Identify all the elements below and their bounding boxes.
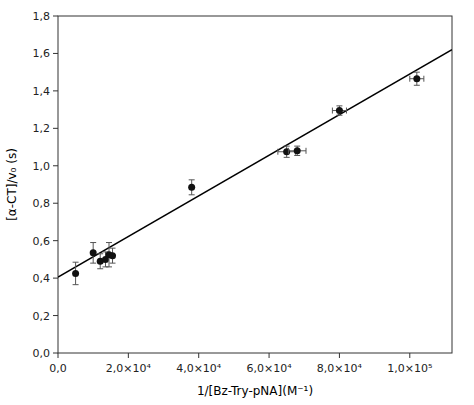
- plot-area: [58, 50, 452, 285]
- y-axis-label: [α-CT]/v₀ (s): [5, 148, 19, 221]
- y-tick: [53, 128, 58, 129]
- x-tick-label: 2,0×10⁴: [106, 362, 152, 375]
- y-tick: [53, 165, 58, 166]
- y-error-cap: [90, 242, 96, 243]
- data-point: [413, 75, 420, 82]
- data-point: [188, 184, 195, 191]
- y-tick-label: 1,8: [33, 10, 51, 23]
- y-tick: [53, 315, 58, 316]
- y-error-cap: [189, 179, 195, 180]
- y-tick-label: 0,2: [33, 310, 51, 323]
- fit-line: [58, 50, 452, 277]
- x-tick: [58, 353, 59, 358]
- background: [0, 0, 474, 405]
- x-error-cap: [423, 76, 424, 82]
- y-error-bar: [97, 254, 103, 269]
- y-error-cap: [90, 263, 96, 264]
- y-error-cap: [97, 268, 103, 269]
- x-tick: [198, 353, 199, 358]
- x-tick-label: 8,0×10⁴: [317, 362, 363, 375]
- x-tick-label: 6,0×10⁴: [247, 362, 293, 375]
- y-tick: [53, 240, 58, 241]
- y-error-bar: [110, 248, 116, 263]
- y-tick: [53, 53, 58, 54]
- x-tick: [128, 353, 129, 358]
- y-error-cap: [189, 194, 195, 195]
- y-tick-label: 0,4: [33, 272, 51, 285]
- y-error-cap: [336, 105, 342, 106]
- y-tick-label: 0,0: [33, 347, 51, 360]
- y-tick-label: 1,4: [33, 85, 51, 98]
- y-tick: [53, 278, 58, 279]
- y-error-cap: [110, 263, 116, 264]
- data-point: [294, 147, 301, 154]
- y-error-cap: [294, 146, 300, 147]
- y-tick: [53, 16, 58, 17]
- x-tick: [409, 353, 410, 358]
- y-tick: [53, 90, 58, 91]
- y-error-bar: [284, 146, 290, 157]
- y-error-bar: [73, 262, 79, 284]
- x-error-bar: [410, 76, 424, 82]
- data-point: [109, 252, 116, 259]
- y-tick: [53, 203, 58, 204]
- x-error-cap: [306, 148, 307, 154]
- data-point: [90, 249, 97, 256]
- x-tick-label: 0,0: [49, 362, 67, 375]
- x-tick-label: 1,0×10⁵: [387, 362, 432, 375]
- x-error-cap: [332, 108, 333, 114]
- y-error-cap: [414, 72, 420, 73]
- y-error-cap: [106, 266, 112, 267]
- y-error-cap: [294, 155, 300, 156]
- y-error-cap: [97, 253, 103, 254]
- y-error-bar: [336, 106, 342, 115]
- y-error-cap: [73, 262, 79, 263]
- y-tick-label: 1,6: [33, 47, 51, 60]
- y-error-bar: [90, 243, 96, 264]
- y-error-cap: [110, 248, 116, 249]
- x-error-cap: [346, 108, 347, 114]
- data-point: [283, 148, 290, 155]
- y-error-cap: [73, 284, 79, 285]
- y-error-bar: [294, 146, 300, 155]
- y-tick: [53, 353, 58, 354]
- y-error-cap: [284, 146, 290, 147]
- x-error-bar: [278, 149, 296, 155]
- y-error-bar: [189, 180, 195, 195]
- data-point: [72, 270, 79, 277]
- x-tick-label: 4,0×10⁴: [176, 362, 222, 375]
- y-error-cap: [106, 242, 112, 243]
- data-point: [336, 107, 343, 114]
- x-error-cap: [288, 148, 289, 154]
- x-tick: [339, 353, 340, 358]
- x-error-cap: [277, 149, 278, 155]
- y-tick-label: 1,0: [33, 160, 51, 173]
- y-error-cap: [414, 85, 420, 86]
- x-error-cap: [409, 76, 410, 82]
- x-error-bar: [332, 108, 346, 114]
- plot-frame: [58, 16, 452, 353]
- chart: 0,0 2,0×10⁴ 4,0×10⁴ 6,0×10⁴ 8,0×10⁴ 1,0×10⁵ 0,…: [0, 0, 474, 405]
- y-tick-label: 0,6: [33, 235, 51, 248]
- y-tick-label: 0,8: [33, 197, 51, 210]
- x-tick: [269, 353, 270, 358]
- y-error-cap: [284, 157, 290, 158]
- y-error-bar: [414, 72, 420, 85]
- x-axis-label: 1/[Bz-Try-pNA](M⁻¹): [197, 384, 313, 398]
- y-tick-label: 1,2: [33, 122, 51, 135]
- x-error-bar: [288, 148, 306, 154]
- y-error-cap: [336, 115, 342, 116]
